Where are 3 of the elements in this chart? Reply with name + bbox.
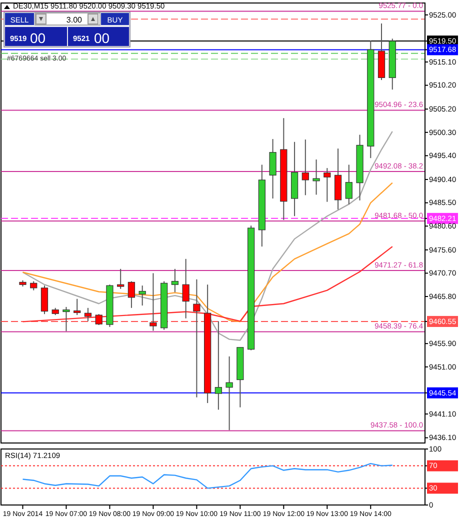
- annotation: 00: [30, 30, 46, 46]
- annotation: 3.00: [66, 16, 83, 24]
- annotation: 00: [94, 30, 110, 46]
